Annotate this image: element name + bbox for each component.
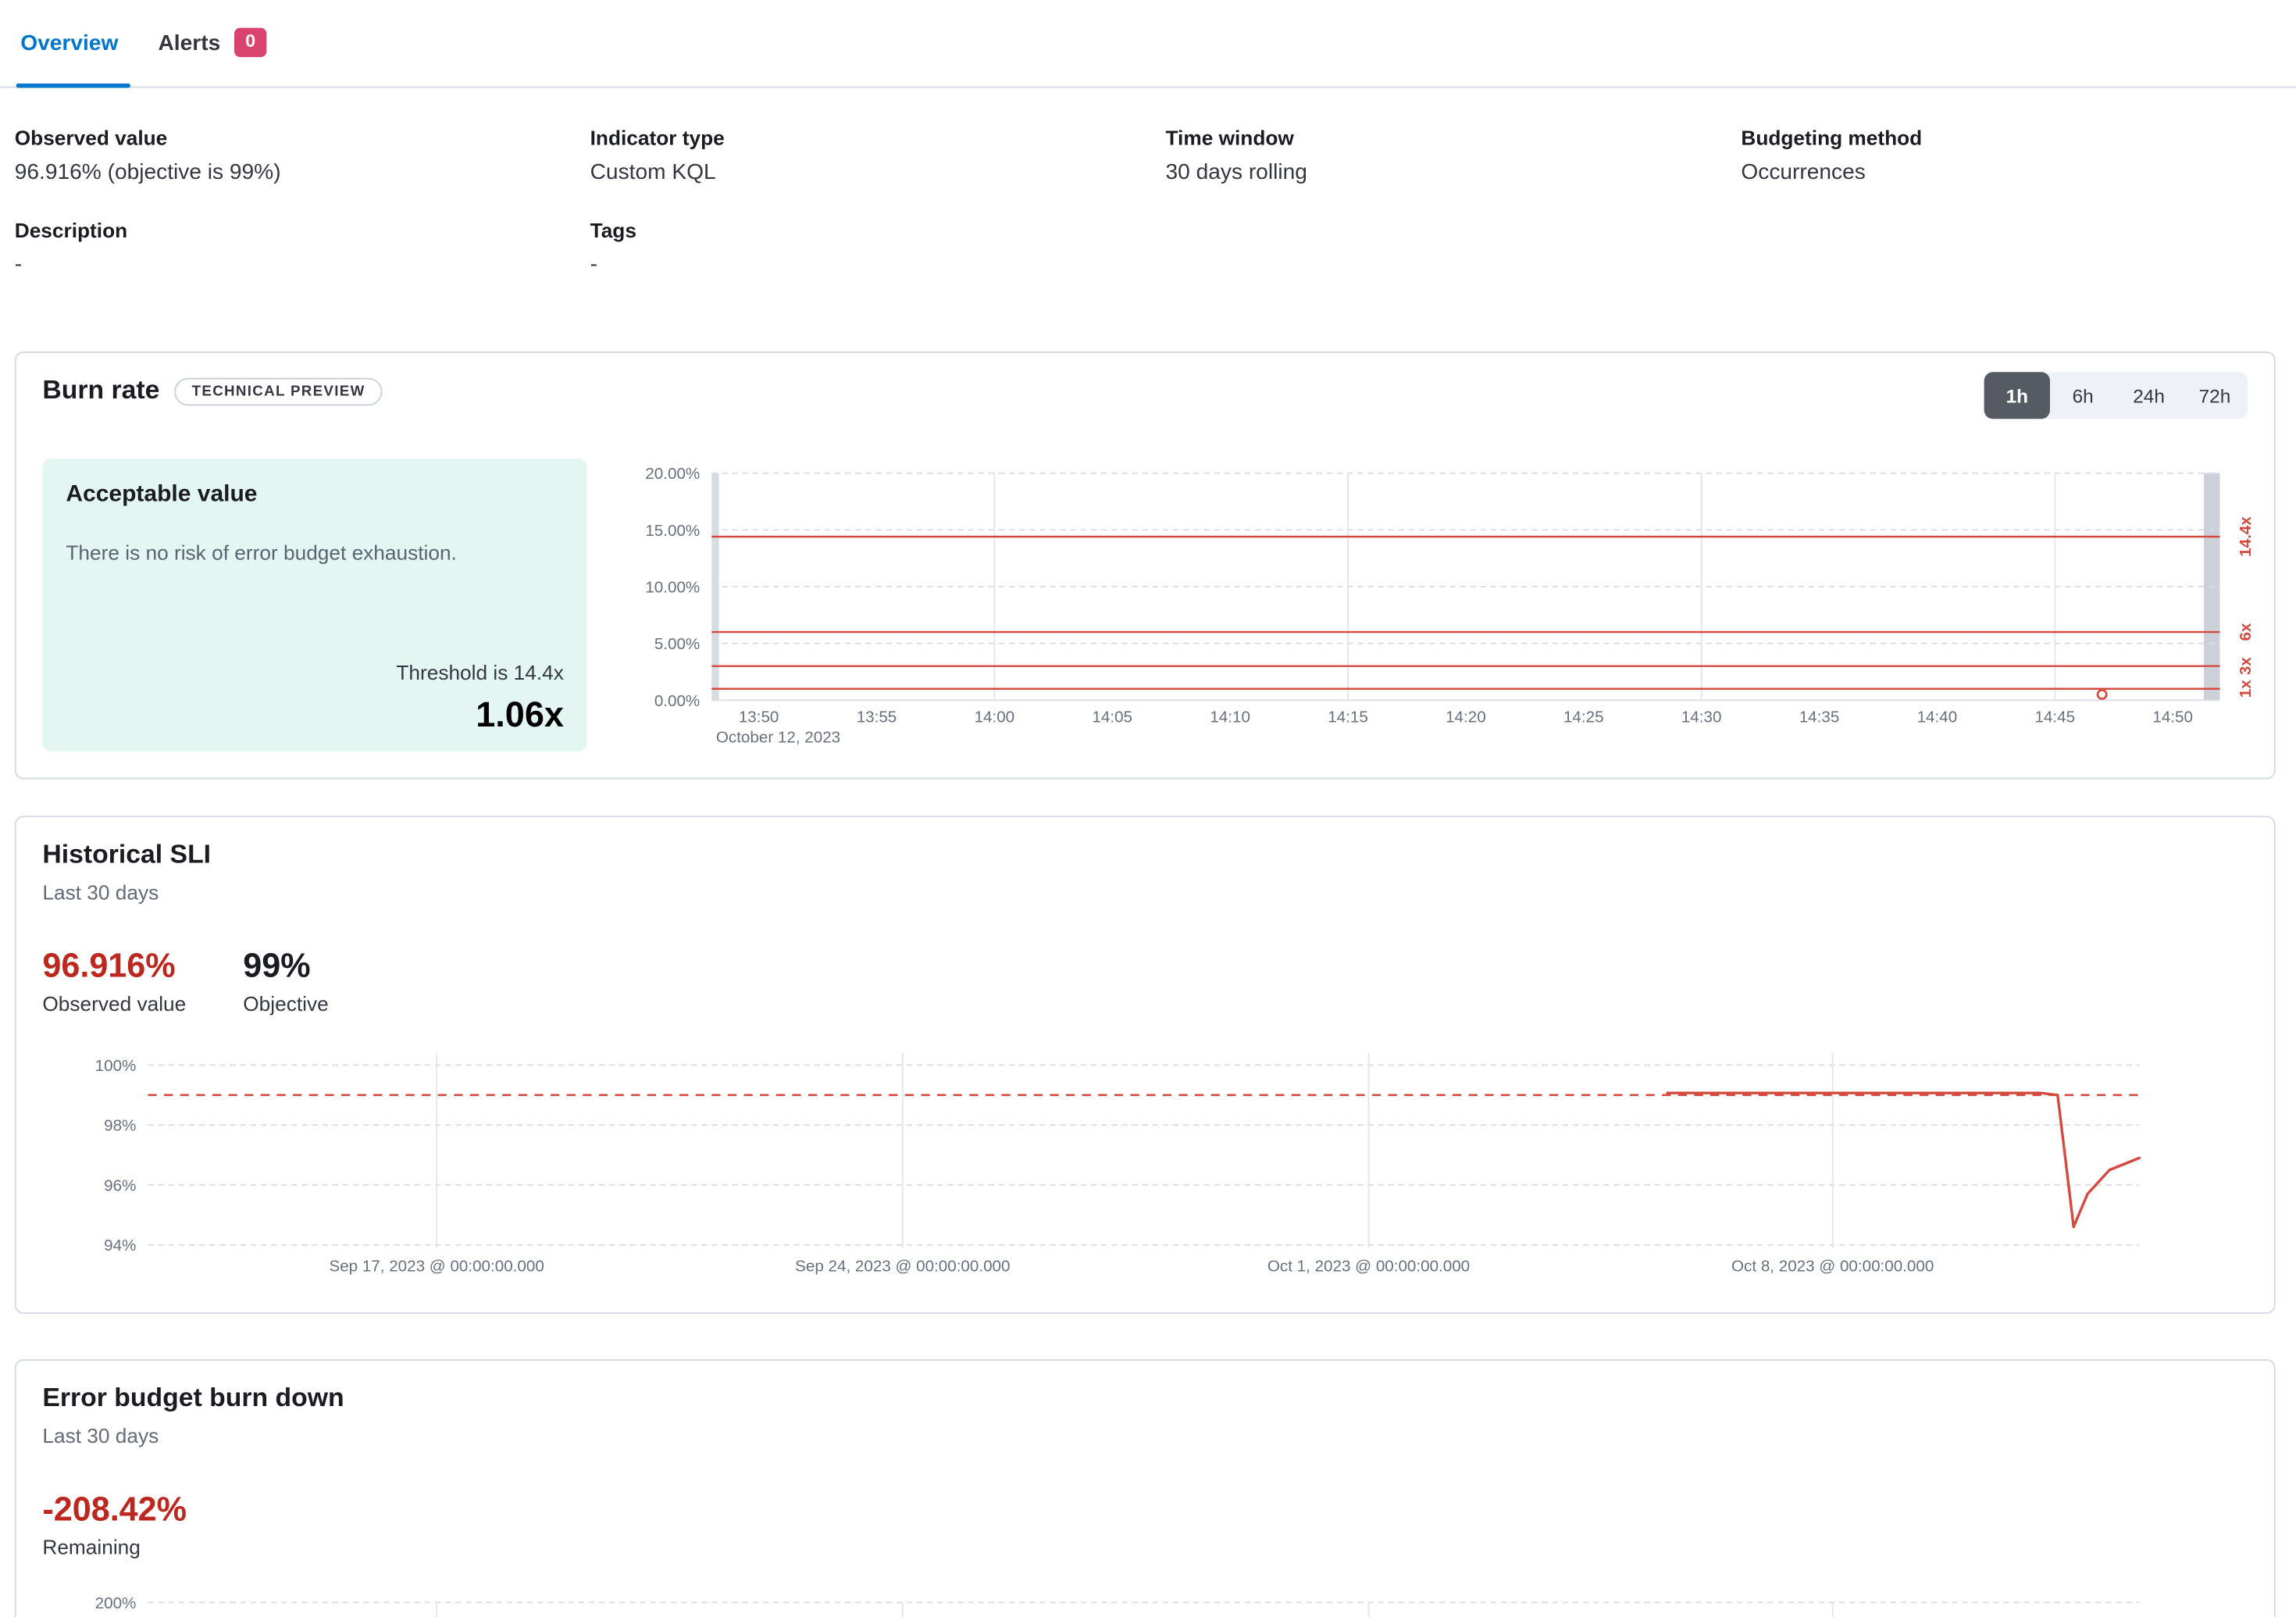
status-card-title: Acceptable value: [66, 481, 258, 507]
alerts-count-badge: 0: [234, 27, 268, 57]
field-value: -: [590, 252, 597, 277]
slo-definition-summary: Observed value 96.916% (objective is 99%…: [15, 126, 2282, 277]
objective-stat: 99% Objective: [243, 946, 328, 1015]
field-label: Observed value: [14, 126, 168, 150]
field-label: Time window: [1165, 126, 1294, 150]
historical-sli-title: Historical SLI: [42, 839, 212, 869]
current-burn-rate-value: 1.06x: [476, 695, 564, 736]
remaining-label: Remaining: [42, 1535, 141, 1558]
observed-value-number: 96.916%: [42, 946, 176, 984]
historical-sli-subtitle: Last 30 days: [42, 880, 159, 904]
error-budget-title: Error budget burn down: [42, 1383, 344, 1412]
svg-text:Oct 8, 2023 @ 00:00:00.000: Oct 8, 2023 @ 00:00:00.000: [1731, 1258, 1934, 1276]
svg-text:14:35: 14:35: [1799, 708, 1840, 726]
svg-text:14:00: 14:00: [975, 708, 1015, 726]
burn-rate-status-card: Acceptable value There is no risk of err…: [42, 458, 587, 751]
svg-text:October 12, 2023: October 12, 2023: [716, 729, 840, 747]
svg-text:3x: 3x: [2237, 657, 2255, 675]
svg-text:13:50: 13:50: [739, 708, 779, 726]
svg-text:14:05: 14:05: [1092, 708, 1132, 726]
status-card-message: There is no risk of error budget exhaust…: [66, 540, 457, 564]
observed-value-stat: 96.916% Observed value: [42, 946, 186, 1015]
svg-text:14:10: 14:10: [1210, 708, 1250, 726]
remaining-number: -208.42%: [42, 1489, 187, 1528]
svg-text:1x: 1x: [2237, 680, 2255, 698]
tab-alerts-label: Alerts: [158, 30, 221, 55]
time-range-24h-button[interactable]: 24h: [2116, 372, 2181, 419]
svg-text:14.4x: 14.4x: [2237, 516, 2255, 557]
error-budget-remaining-stat: -208.42% Remaining: [42, 1490, 187, 1558]
burn-rate-threshold-label: Threshold is 14.4x: [396, 660, 564, 684]
burn-rate-chart: 20.00% 15.00% 10.00% 5.00% 0.00% 13:50 13:55 14…: [645, 465, 2255, 747]
time-range-1h-button[interactable]: 1h: [1984, 372, 2050, 419]
svg-text:5.00%: 5.00%: [654, 635, 700, 653]
observed-value-field: Observed value 96.916% (objective is 99%…: [15, 126, 590, 184]
field-value: 96.916% (objective is 99%): [14, 159, 281, 185]
field-value: Occurrences: [1741, 159, 1866, 185]
burn-rate-panel: Burn rate TECHNICAL PREVIEW 1h 6h 24h 72…: [14, 352, 2276, 780]
svg-text:13:55: 13:55: [857, 708, 897, 726]
tab-alerts[interactable]: Alerts 0: [159, 0, 268, 85]
svg-text:14:15: 14:15: [1328, 708, 1368, 726]
objective-label: Objective: [243, 991, 329, 1016]
tabs-divider: [0, 86, 2296, 88]
field-value: 30 days rolling: [1165, 159, 1307, 185]
time-range-72h-button[interactable]: 72h: [2182, 372, 2248, 419]
svg-text:0.00%: 0.00%: [654, 692, 700, 710]
objective-number: 99%: [243, 946, 311, 984]
svg-text:15.00%: 15.00%: [645, 522, 700, 540]
svg-text:14:25: 14:25: [1563, 708, 1604, 726]
field-value: Custom KQL: [590, 159, 716, 185]
svg-text:14:20: 14:20: [1446, 708, 1486, 726]
svg-text:Sep 17, 2023 @ 00:00:00.000: Sep 17, 2023 @ 00:00:00.000: [329, 1258, 544, 1276]
active-tab-underline: [16, 83, 130, 88]
svg-text:20.00%: 20.00%: [645, 465, 700, 483]
error-budget-chart: 200%: [95, 1594, 2140, 1617]
svg-text:6x: 6x: [2237, 623, 2255, 641]
historical-sli-chart: 100% 98% 96% 94% Sep 17, 2023 @ 00:00:00.000…: [95, 1053, 2141, 1276]
time-window-field: Time window 30 days rolling: [1166, 126, 1742, 184]
svg-text:14:50: 14:50: [2152, 708, 2193, 726]
description-field: Description -: [15, 218, 590, 277]
historical-sli-panel: Historical SLI Last 30 days 96.916% Obse…: [14, 816, 2276, 1314]
svg-text:14:45: 14:45: [2034, 708, 2075, 726]
error-budget-subtitle: Last 30 days: [42, 1423, 159, 1447]
observed-value-label: Observed value: [42, 991, 187, 1016]
field-label: Description: [14, 218, 128, 242]
time-range-selector: 1h 6h 24h 72h: [1984, 372, 2248, 419]
svg-text:10.00%: 10.00%: [645, 578, 700, 596]
svg-text:200%: 200%: [95, 1594, 137, 1612]
svg-text:Oct 1, 2023 @ 00:00:00.000: Oct 1, 2023 @ 00:00:00.000: [1267, 1258, 1470, 1276]
field-label: Indicator type: [590, 126, 725, 150]
field-value: -: [14, 252, 23, 277]
svg-text:100%: 100%: [95, 1057, 137, 1075]
burn-rate-title: Burn rate: [42, 375, 160, 405]
svg-text:94%: 94%: [104, 1237, 136, 1255]
field-label: Budgeting method: [1741, 126, 1923, 150]
technical-preview-badge: TECHNICAL PREVIEW: [174, 377, 383, 406]
indicator-type-field: Indicator type Custom KQL: [590, 126, 1166, 184]
svg-text:14:30: 14:30: [1681, 708, 1722, 726]
tags-field: Tags -: [590, 218, 1166, 277]
tab-overview[interactable]: Overview: [20, 0, 118, 85]
tab-overview-label: Overview: [20, 30, 119, 55]
svg-text:14:40: 14:40: [1917, 708, 1958, 726]
time-range-6h-button[interactable]: 6h: [2050, 372, 2116, 419]
tab-bar: Overview Alerts 0: [0, 0, 2296, 88]
budgeting-method-field: Budgeting method Occurrences: [1741, 126, 2296, 184]
svg-text:Sep 24, 2023 @ 00:00:00.000: Sep 24, 2023 @ 00:00:00.000: [795, 1258, 1010, 1276]
svg-text:96%: 96%: [104, 1176, 136, 1194]
error-budget-panel: Error budget burn down Last 30 days -208…: [14, 1359, 2276, 1617]
field-label: Tags: [590, 218, 636, 242]
svg-text:98%: 98%: [104, 1117, 136, 1135]
